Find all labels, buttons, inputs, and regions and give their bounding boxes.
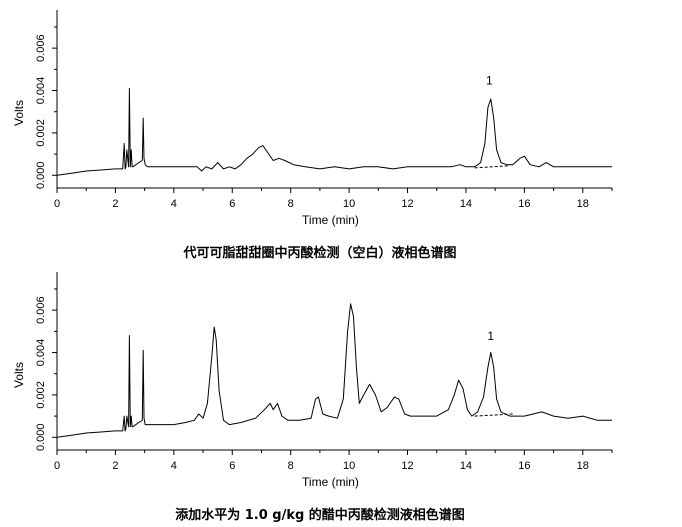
x-tick-label: 16 — [518, 198, 530, 210]
peak-label: 1 — [487, 329, 494, 343]
chart-caption: 代可可脂甜甜圈中丙酸检测（空白）液相色谱图 — [182, 245, 456, 261]
x-tick-label: 4 — [171, 460, 177, 472]
y-tick-label: 0.006 — [35, 296, 47, 324]
chart-panel-blank: 0 2 4 6 8 10 12 14 16 18 0.000 0.002 0.004 0.006 Time … — [12, 10, 613, 261]
x-tick-label: 8 — [288, 198, 294, 210]
x-tick-label: 2 — [112, 460, 118, 472]
x-tick-label: 8 — [288, 460, 294, 472]
x-tick-label: 14 — [460, 460, 472, 472]
x-tick-label: 6 — [229, 460, 235, 472]
x-axis-title: Time (min) — [302, 475, 359, 489]
y-tick-label: 0.006 — [35, 34, 47, 62]
y-tick-label: 0.002 — [35, 381, 47, 409]
y-tick-label: 0.000 — [35, 424, 47, 452]
x-tick-label: 14 — [460, 198, 472, 210]
x-tick-label: 18 — [577, 460, 589, 472]
y-tick-label: 0.002 — [35, 119, 47, 147]
x-tick-label: 0 — [54, 198, 60, 210]
x-tick-label: 10 — [343, 198, 355, 210]
x-tick-label: 4 — [171, 198, 177, 210]
x-tick-label: 16 — [518, 460, 530, 472]
y-tick-label: 0.004 — [35, 339, 47, 367]
x-tick-label: 0 — [54, 460, 60, 472]
peak-label: 1 — [486, 74, 493, 88]
x-tick-label: 12 — [401, 198, 413, 210]
series-line — [56, 87, 612, 176]
chart-panel-spiked: 0 2 4 6 8 10 12 14 16 18 0.000 0.002 0.004 0.006 Time … — [12, 272, 613, 523]
y-axis-title: Volts — [12, 362, 26, 388]
peak-baseline-dashed — [474, 165, 510, 169]
series-line — [56, 303, 612, 438]
y-axis-title: Volts — [12, 100, 26, 126]
x-tick-label: 2 — [112, 198, 118, 210]
y-tick-label: 0.004 — [35, 77, 47, 105]
x-tick-label: 6 — [229, 198, 235, 210]
x-tick-label: 18 — [577, 198, 589, 210]
peak-baseline-dashed — [474, 413, 513, 417]
y-tick-label: 0.000 — [35, 162, 47, 190]
x-tick-label: 10 — [343, 460, 355, 472]
x-axis-title: Time (min) — [302, 213, 359, 227]
x-tick-label: 12 — [401, 460, 413, 472]
chart-caption: 添加水平为 1.0 g/kg 的醋中丙酸检测液相色谱图 — [175, 507, 465, 523]
